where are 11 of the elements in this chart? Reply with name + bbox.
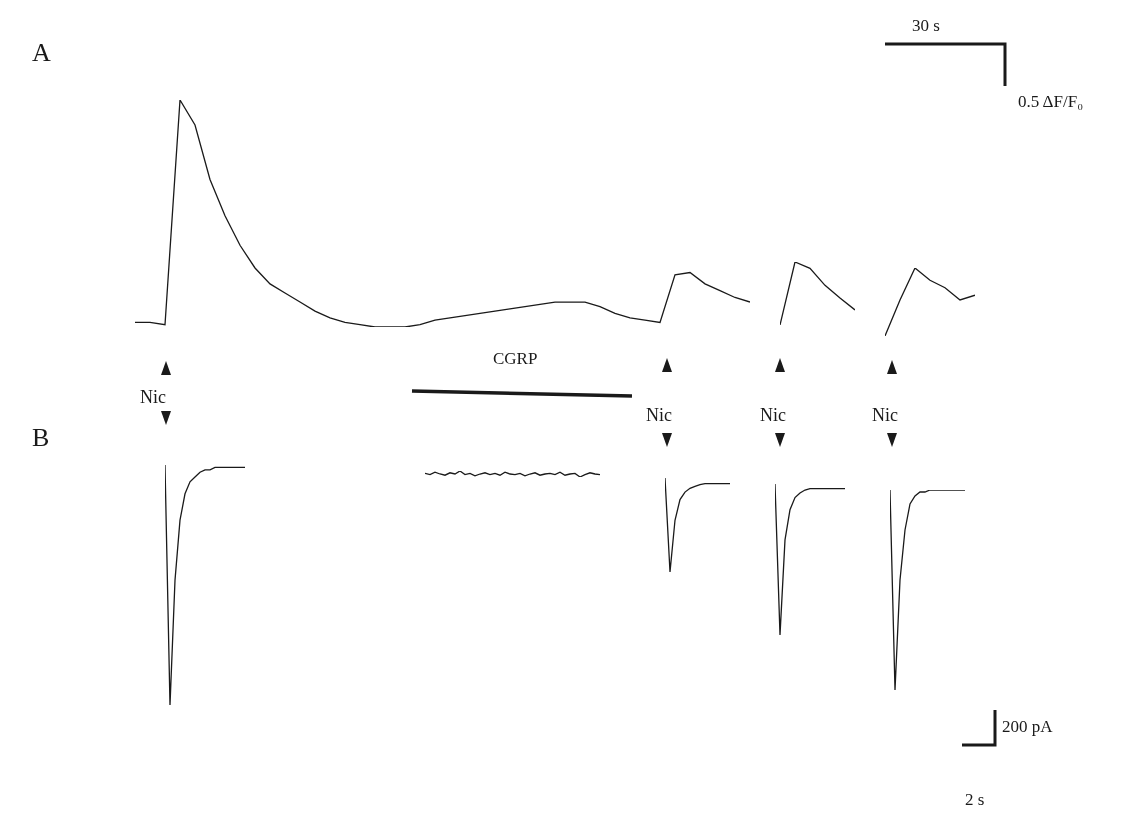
text: Nic [760,405,786,426]
text: B [32,423,50,453]
text: 30 s [912,16,940,36]
text: Nic [646,405,672,426]
text: Nic [140,387,166,408]
text: Nic [872,405,898,426]
text: 200 pA [1002,717,1053,737]
text: A [32,38,51,68]
text: CGRP [493,349,538,369]
text: 2 s [965,790,985,810]
text: 0.5 ΔF/F₀ [1018,92,1084,112]
